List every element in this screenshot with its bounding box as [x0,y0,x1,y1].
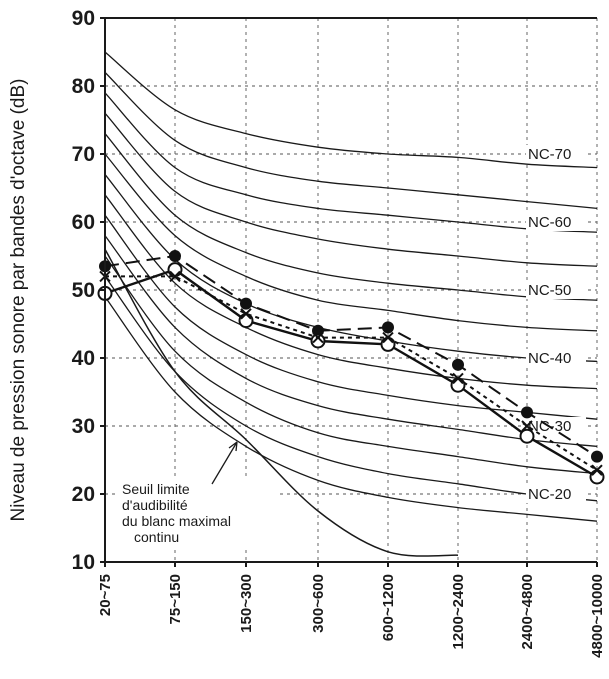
y-tick-label: 30 [72,415,95,438]
data-point-filled [521,406,533,419]
series-line [104,254,598,458]
x-tick-label: 600~1200 [380,574,397,641]
x-tick-label: 20~75 [97,574,114,616]
nc-curve [104,112,598,267]
data-point-filled [452,358,464,371]
y-tick-label: 50 [72,279,95,302]
x-tick-label: 75~150 [167,574,184,624]
annotation-arrow [211,441,238,485]
x-tick-label: 4800~10000 [589,574,606,658]
nc-curve [104,51,598,169]
y-tick-label: 40 [72,347,95,370]
nc-curve [104,71,598,210]
nc-label: NC-40 [528,350,571,367]
nc-label: NC-60 [528,214,571,231]
data-point-open [450,377,466,393]
data-point-filled [382,321,394,334]
annotation-arrowhead [228,441,238,452]
y-tick-label: 90 [72,7,95,30]
x-tick-label: 2400~4800 [519,574,536,650]
data-point-cross [169,270,181,283]
annotation-text: Seuil limite [122,481,190,497]
nc-label-bg [526,145,586,163]
nc-curve [104,255,598,475]
nc-curve [104,153,598,332]
nc-curve [104,235,598,448]
annotation-bg [118,480,278,550]
nc-label: NC-50 [528,282,571,299]
y-tick-label: 70 [72,143,95,166]
y-axis-title: Niveau de pression sonore par bandes d'o… [8,78,29,521]
data-point-filled [240,297,252,310]
y-tick-label: 20 [72,483,95,506]
nc-label: NC-70 [528,146,571,163]
threshold-curve-group [104,248,459,557]
y-tick-label: 80 [72,75,95,98]
nc-label: NC-20 [528,486,571,503]
nc-label-bg [526,281,586,299]
nc-curve [104,92,598,233]
data-point-filled [169,250,181,262]
data-point-cross [312,331,324,344]
data-point-cross [452,372,464,385]
grid [105,18,598,562]
annotation-text: d'audibilité [122,497,188,513]
data-point-open [380,336,396,352]
data-point-cross [521,420,533,432]
x-tick-label: 1200~2400 [450,574,467,650]
annotation-text: du blanc maximal [122,513,231,529]
data-point-open [167,262,183,278]
nc-curve [104,194,598,390]
nc-label-bg [526,213,586,231]
y-tick-label: 10 [72,551,95,574]
series-line [105,275,598,472]
nc-label-bg [526,485,586,503]
data-point-cross [240,308,252,320]
series-line [104,268,598,479]
data-point-open [310,333,326,349]
y-tick-label: 60 [72,211,95,234]
x-tick-label: 150~300 [238,574,255,633]
data-point-open [519,428,535,444]
nc-label-bg [526,349,586,367]
threshold-curve [104,248,459,557]
data-point-cross [591,464,603,476]
annotation-text: continu [134,529,179,545]
nc-curve [104,296,598,522]
data-point-cross [382,331,394,344]
data-point-filled [591,450,603,463]
nc-curve [104,133,598,301]
data-point-open [589,469,605,485]
nc-curve [104,214,598,420]
x-tick-label: 300~600 [310,574,327,633]
